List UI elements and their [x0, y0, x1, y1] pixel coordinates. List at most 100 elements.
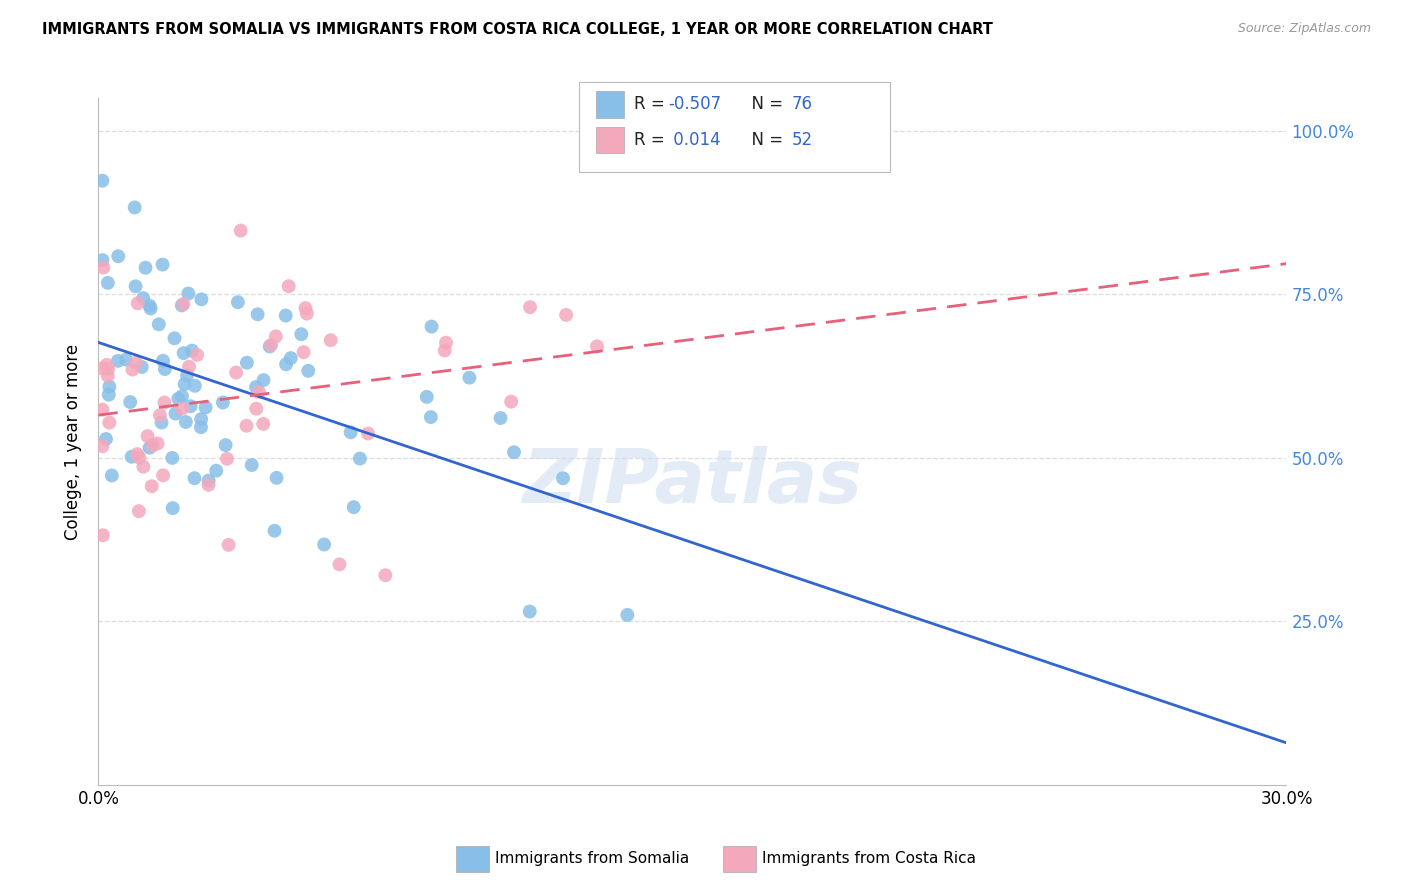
- Point: [98, 379, 121, 393]
- Point: [162, 450, 184, 465]
- Point: [294, 301, 316, 315]
- Point: [328, 558, 350, 572]
- Point: [128, 450, 150, 465]
- Text: IMMIGRANTS FROM SOMALIA VS IMMIGRANTS FROM COSTA RICA COLLEGE, 1 YEAR OR MORE CO: IMMIGRANTS FROM SOMALIA VS IMMIGRANTS FR…: [42, 22, 993, 37]
- Point: [374, 568, 396, 582]
- Point: [551, 471, 574, 485]
- Text: -0.507: -0.507: [668, 95, 721, 113]
- Point: [91, 174, 114, 188]
- Point: [170, 389, 193, 403]
- Text: Source: ZipAtlas.com: Source: ZipAtlas.com: [1237, 22, 1371, 36]
- Point: [225, 366, 247, 380]
- Point: [190, 412, 212, 426]
- Point: [197, 478, 219, 492]
- Point: [94, 432, 117, 446]
- Point: [132, 459, 155, 474]
- Point: [146, 436, 169, 450]
- Point: [184, 379, 207, 393]
- Text: N =: N =: [741, 131, 789, 149]
- Point: [152, 468, 174, 483]
- Point: [141, 479, 163, 493]
- Point: [276, 357, 298, 371]
- Point: [252, 417, 274, 431]
- Point: [139, 301, 162, 316]
- Point: [152, 353, 174, 368]
- Text: R =: R =: [634, 95, 671, 113]
- Point: [555, 308, 578, 322]
- Text: Immigrants from Somalia: Immigrants from Somalia: [495, 851, 689, 865]
- Point: [264, 329, 287, 343]
- Point: [274, 309, 297, 323]
- Point: [314, 537, 336, 551]
- Point: [197, 474, 219, 488]
- Point: [152, 258, 174, 272]
- Point: [319, 333, 342, 347]
- Point: [167, 392, 190, 406]
- Point: [297, 364, 319, 378]
- Point: [142, 438, 165, 452]
- Point: [173, 346, 195, 360]
- Point: [501, 394, 523, 409]
- Point: [186, 348, 208, 362]
- Point: [519, 300, 541, 314]
- Point: [131, 359, 153, 374]
- Point: [149, 409, 172, 423]
- Point: [107, 354, 129, 368]
- Text: N =: N =: [741, 95, 789, 113]
- Point: [120, 395, 142, 409]
- Point: [115, 352, 138, 367]
- Point: [97, 368, 120, 383]
- Point: [91, 439, 114, 453]
- Point: [433, 343, 456, 358]
- Point: [434, 335, 457, 350]
- Point: [266, 471, 288, 485]
- Point: [174, 415, 197, 429]
- Point: [229, 224, 252, 238]
- Point: [173, 376, 195, 391]
- Point: [91, 253, 114, 268]
- Point: [236, 356, 259, 370]
- Text: R =: R =: [634, 131, 671, 149]
- Point: [101, 468, 124, 483]
- Point: [91, 402, 114, 417]
- Point: [132, 291, 155, 305]
- Point: [616, 607, 638, 622]
- Point: [97, 387, 120, 401]
- Point: [124, 279, 146, 293]
- Point: [97, 276, 120, 290]
- Point: [519, 605, 541, 619]
- Point: [183, 471, 205, 485]
- Point: [180, 399, 202, 413]
- Point: [96, 358, 118, 372]
- Point: [93, 260, 115, 275]
- Text: 0.014: 0.014: [668, 131, 720, 149]
- Point: [177, 286, 200, 301]
- Point: [420, 319, 443, 334]
- Point: [240, 458, 263, 472]
- Point: [357, 426, 380, 441]
- Y-axis label: College, 1 year or more: College, 1 year or more: [65, 343, 83, 540]
- Point: [98, 416, 121, 430]
- Point: [245, 380, 267, 394]
- Point: [245, 401, 267, 416]
- Text: 76: 76: [792, 95, 813, 113]
- Point: [194, 401, 217, 415]
- Point: [259, 339, 281, 353]
- Point: [162, 501, 184, 516]
- Point: [235, 418, 257, 433]
- Point: [153, 362, 176, 376]
- Point: [260, 338, 283, 352]
- Point: [150, 416, 173, 430]
- Point: [226, 295, 249, 310]
- Point: [125, 356, 148, 370]
- Point: [458, 370, 481, 384]
- Point: [247, 385, 270, 400]
- Point: [205, 464, 228, 478]
- Point: [127, 296, 149, 310]
- Point: [489, 411, 512, 425]
- Point: [586, 339, 609, 353]
- Point: [246, 307, 269, 321]
- Point: [136, 429, 159, 443]
- Point: [218, 538, 240, 552]
- Point: [190, 420, 212, 434]
